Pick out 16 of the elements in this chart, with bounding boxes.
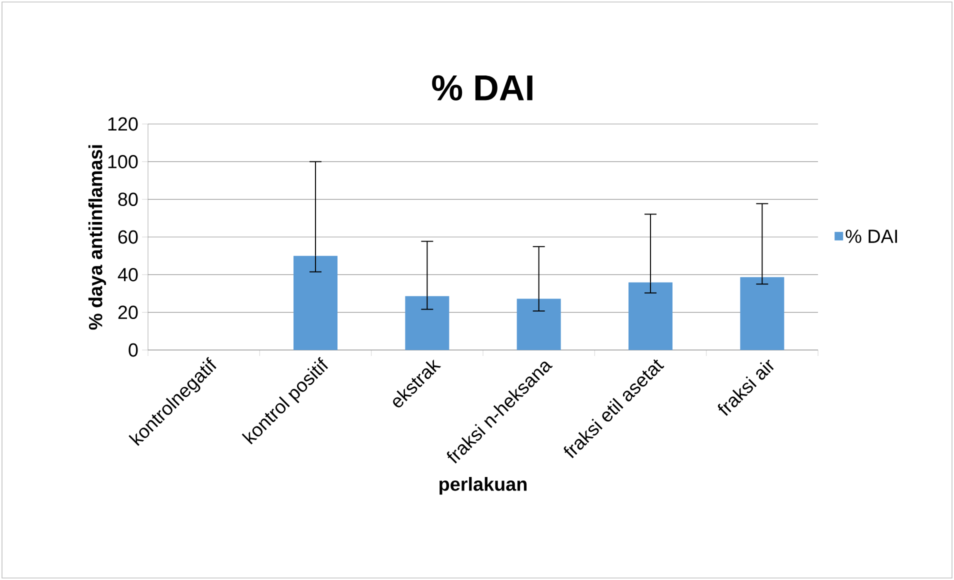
bar	[740, 277, 784, 350]
y-tick-label: 0	[128, 343, 138, 357]
y-tick-label: 80	[118, 192, 138, 206]
y-tick-label: 100	[108, 154, 138, 168]
y-axis-title: % daya antiinflamasi	[88, 145, 106, 330]
bar	[516, 298, 561, 350]
y-tick-label: 120	[108, 117, 138, 131]
chart-title: % DAI	[432, 75, 532, 100]
y-tick-label: 60	[118, 230, 138, 244]
y-tick-label: 20	[118, 306, 138, 320]
y-tick-label: 40	[118, 268, 138, 282]
x-axis-title: perlakuan	[440, 476, 527, 495]
bar	[628, 282, 673, 350]
legend-label: % DAI	[846, 230, 897, 243]
bar	[405, 296, 450, 350]
bar	[294, 256, 338, 350]
